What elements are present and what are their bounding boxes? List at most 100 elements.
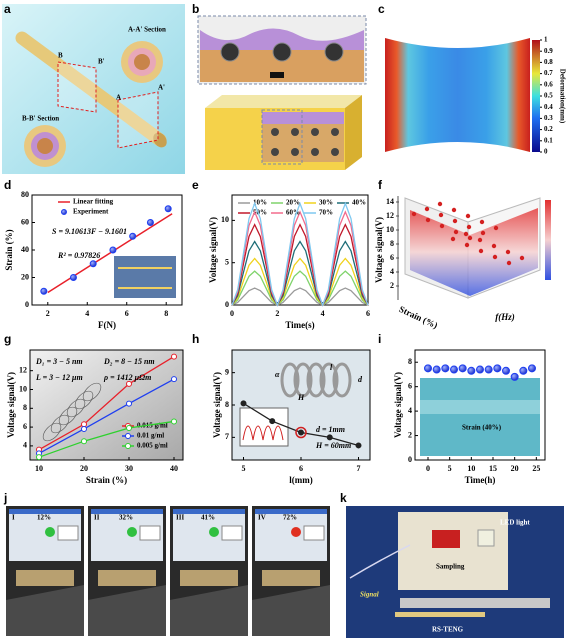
label: 32%	[119, 514, 133, 522]
screen-bar	[9, 509, 81, 514]
inset-chart	[239, 407, 289, 447]
breadboard	[398, 512, 508, 590]
data-point	[326, 434, 333, 441]
data-point	[484, 365, 493, 374]
spring-coil	[280, 362, 300, 398]
indicator	[291, 527, 301, 537]
label: 20	[511, 464, 519, 473]
label: 0.6	[544, 80, 553, 88]
spring-coil	[332, 362, 352, 398]
led	[477, 529, 495, 547]
data-point	[89, 260, 97, 268]
data-point	[69, 274, 77, 281]
label: 5	[242, 464, 246, 473]
panel-label: g	[4, 332, 11, 346]
indicator	[45, 527, 55, 537]
plot-frame	[414, 349, 546, 461]
label: 2	[390, 281, 394, 290]
label: 0.7	[544, 69, 553, 77]
label: 6	[125, 309, 129, 318]
label: Sampling	[436, 563, 465, 571]
label: Voltage signal(V)	[393, 372, 403, 438]
plot-background	[30, 350, 183, 460]
label: II	[94, 514, 100, 522]
data-point	[441, 364, 450, 373]
series-line	[231, 240, 369, 307]
data-point	[458, 364, 467, 373]
data-point	[355, 442, 362, 449]
label: III	[176, 514, 184, 522]
panel-label: h	[192, 332, 199, 346]
label: B-B' Section	[22, 115, 59, 123]
nanotube	[58, 406, 78, 426]
data-point	[164, 205, 172, 213]
stage	[180, 570, 238, 586]
device	[6, 585, 84, 636]
label: R² = 0.97826	[57, 251, 100, 260]
series-line	[231, 257, 369, 307]
label: 41%	[201, 514, 215, 522]
label: 7	[357, 464, 361, 473]
label: Strain (40%)	[462, 424, 502, 432]
data-point	[502, 366, 510, 375]
label: 9	[225, 367, 229, 376]
surface-point	[451, 207, 457, 213]
colorbar	[545, 200, 551, 280]
data-point	[240, 400, 247, 407]
data-point	[424, 364, 432, 373]
label: S = 9.10613F − 9.1601	[52, 227, 127, 236]
nanotube	[50, 414, 70, 434]
panel-label: c	[378, 2, 385, 16]
section-core	[134, 54, 150, 70]
label: d	[358, 375, 363, 384]
label: 8	[225, 400, 229, 409]
conductor	[324, 42, 344, 62]
label: Voltage signal(V)	[208, 217, 218, 283]
data-point	[126, 425, 132, 432]
block-side	[345, 95, 362, 170]
data-point	[450, 365, 458, 374]
data-point	[510, 372, 519, 381]
label: 0.2	[544, 125, 553, 133]
label: 7	[225, 432, 229, 441]
surface-point	[437, 201, 443, 207]
hole	[331, 128, 339, 136]
nanotube	[82, 382, 102, 402]
surface-point	[467, 235, 473, 241]
label: 0.3	[544, 114, 553, 122]
conductor	[220, 42, 240, 62]
data-point	[171, 353, 177, 360]
surface-point	[453, 229, 459, 235]
surface-point	[479, 219, 485, 225]
deformation-map	[385, 38, 530, 152]
surface	[410, 208, 538, 296]
series-line	[38, 420, 175, 458]
plot-frame	[231, 194, 369, 306]
label: 2	[408, 430, 412, 439]
label: 0.1	[544, 136, 553, 144]
data-point	[146, 219, 154, 226]
surface-point	[466, 224, 472, 230]
label: B'	[98, 58, 105, 66]
series-line	[231, 223, 369, 307]
label: 20%	[286, 199, 300, 207]
surface-point	[438, 212, 444, 218]
fiber-end	[153, 132, 167, 148]
label: H = 60mm	[315, 441, 351, 450]
series-line	[231, 201, 369, 307]
label: 6	[23, 422, 27, 431]
label: Strain (%)	[86, 475, 127, 485]
nanotube	[42, 422, 62, 442]
surface-point	[480, 230, 486, 236]
label: Voltage signal(V)	[212, 372, 222, 438]
data-point	[171, 418, 177, 425]
label: 50%	[253, 209, 267, 217]
label: 60	[21, 217, 29, 226]
panel-label: k	[340, 491, 347, 505]
label: I	[12, 514, 15, 522]
inset-photo	[420, 378, 540, 456]
series-line	[38, 356, 175, 451]
inset-photo	[114, 256, 176, 298]
panel-label: e	[192, 178, 199, 192]
label: 10	[386, 225, 394, 234]
